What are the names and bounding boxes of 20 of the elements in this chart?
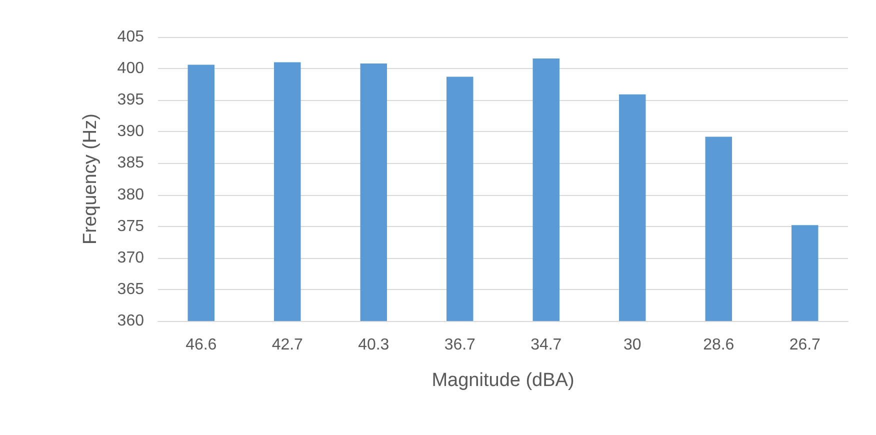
x-axis-title: Magnitude (dBA) [432,370,574,391]
x-tick-label: 26.7 [789,336,821,354]
y-tick-label: 395 [117,92,144,109]
y-tick-label: 405 [117,28,144,46]
x-tick-label: 46.6 [186,336,217,354]
x-tick-label: 28.6 [703,336,734,354]
x-tick-label: 30 [623,336,642,354]
y-tick-label: 360 [117,312,144,330]
x-tick-label: 42.7 [272,336,304,354]
y-tick-label: 370 [117,249,144,266]
y-tick-label: 390 [117,123,144,140]
y-tick-label: 385 [117,154,144,172]
y-tick-label: 365 [117,280,144,298]
y-tick-label: 375 [117,218,144,235]
y-tick-label: 400 [117,60,144,78]
x-tick-label: 36.7 [444,336,476,354]
y-tick-label: 380 [117,186,144,204]
x-tick-label: 34.7 [530,336,562,354]
x-tick-label: 40.3 [358,336,390,354]
y-axis-title: Frequency (Hz) [80,114,101,244]
